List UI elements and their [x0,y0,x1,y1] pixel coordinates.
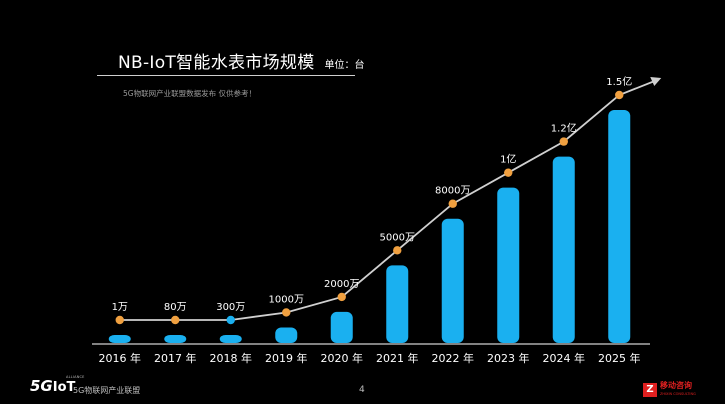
logo-iot-text: IoT [52,380,76,395]
trend-arrowhead [650,77,662,86]
data-label: 1000万 [269,294,304,305]
logo-tag: ALLIANCE [66,375,85,379]
data-label: 300万 [216,302,245,313]
watermark-badge: Z [643,383,657,397]
data-label: 5000万 [380,232,415,243]
page-number: 4 [359,385,365,395]
data-marker [615,90,624,100]
data-marker [448,199,457,208]
source-note: 5G物联网产业联盟数据发布 仅供参考！ [123,89,256,98]
bar [164,335,187,343]
data-marker [115,315,124,325]
x-tick-label: 2024 年 [543,351,586,365]
unit-label: 单位：台 [324,60,365,71]
data-marker [282,308,291,317]
footer-org: 5G物联网产业联盟 [73,386,141,395]
logo-5g-text: 5G [30,377,53,395]
data-marker [337,292,346,302]
x-tick-label: 2016 年 [99,351,142,365]
data-marker [559,137,568,146]
chart-header: NB-IoT智能水表市场规模 单位：台 [118,48,365,73]
x-tick-label: 2021 年 [376,351,419,365]
watermark-name: 移动咨询 [660,381,692,390]
x-tick-label: 2022 年 [432,351,475,365]
bar [552,156,575,343]
x-tick-label: 2020 年 [321,351,364,365]
bar [386,265,409,343]
watermark-sub: ZHIXIN CONSULTING [660,392,696,396]
data-label: 1亿 [500,153,516,166]
x-tick-label: 2018 年 [210,351,253,365]
bar [441,218,464,343]
x-tick-label: 2023 年 [487,351,530,365]
bar [275,327,298,343]
bar [608,110,631,343]
data-marker [393,246,402,255]
data-marker [171,315,180,325]
data-label: 8000万 [435,186,470,197]
x-tick-label: 2025 年 [598,351,641,365]
bar [108,335,131,343]
data-label: 1.2亿 [551,122,577,135]
data-marker [504,168,513,177]
x-tick-label: 2017 年 [154,351,197,365]
title-underline [97,75,355,76]
watermark: Z 移动咨询 ZHIXIN CONSULTING [643,381,696,399]
bar [330,311,353,343]
alliance-logo: 5G IoT ALLIANCE [30,375,84,395]
data-label: 2000万 [324,279,359,290]
data-label: 80万 [164,302,187,313]
bar [497,187,520,343]
data-marker [226,315,235,325]
data-label: 1.5亿 [606,75,632,88]
x-tick-label: 2019 年 [265,351,308,365]
chart-title: NB-IoT智能水表市场规模 [118,53,315,73]
data-label: 1万 [112,302,128,313]
bar [219,335,242,343]
